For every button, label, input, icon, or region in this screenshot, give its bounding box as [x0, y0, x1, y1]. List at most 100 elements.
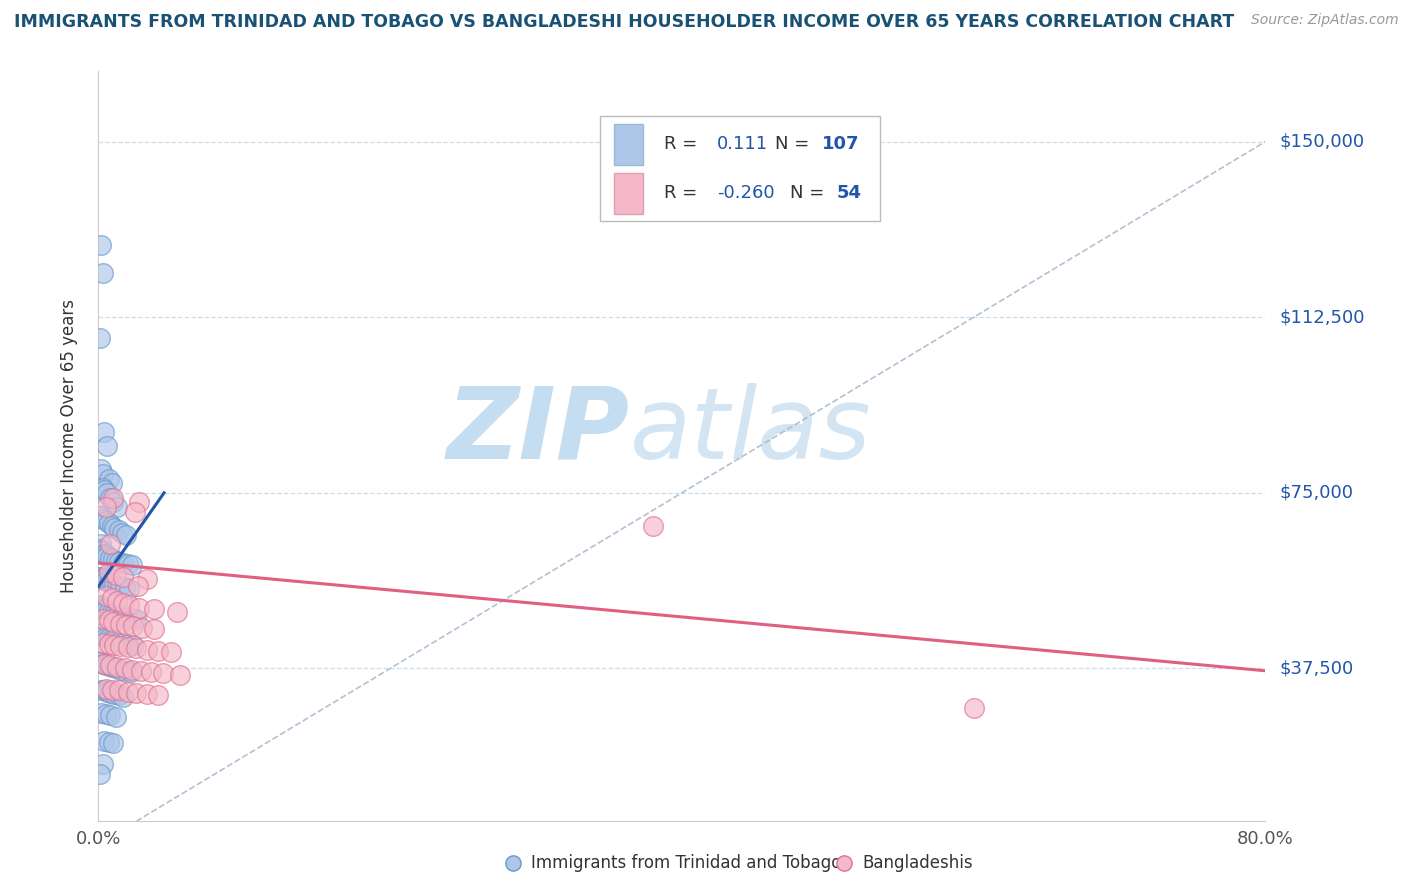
- Point: [93, 483, 115, 498]
- Point: [96, 549, 118, 563]
- Point: [111, 525, 134, 540]
- Point: [125, 686, 148, 700]
- Point: [121, 558, 143, 573]
- Point: [97, 631, 120, 645]
- Point: [103, 633, 125, 648]
- Text: Bangladeshis: Bangladeshis: [862, 855, 973, 872]
- Point: [148, 688, 170, 702]
- Point: [112, 636, 135, 650]
- Point: [114, 661, 136, 675]
- Point: [105, 593, 128, 607]
- Point: [110, 640, 132, 654]
- Point: [89, 541, 111, 557]
- Point: [122, 619, 145, 633]
- Point: [117, 557, 139, 571]
- Point: [90, 237, 112, 252]
- Point: [128, 600, 150, 615]
- Point: [108, 683, 131, 698]
- Text: $150,000: $150,000: [1279, 133, 1364, 151]
- Point: [91, 612, 114, 626]
- Text: 107: 107: [823, 136, 859, 153]
- Point: [152, 666, 174, 681]
- Point: [91, 600, 114, 615]
- Point: [91, 571, 114, 585]
- Point: [100, 605, 122, 619]
- Point: [90, 509, 112, 524]
- Point: [94, 500, 117, 514]
- FancyBboxPatch shape: [600, 116, 880, 221]
- Point: [94, 603, 117, 617]
- Point: [110, 617, 132, 632]
- Point: [100, 518, 122, 533]
- Point: [97, 735, 120, 749]
- Text: $37,500: $37,500: [1279, 659, 1354, 677]
- Point: [89, 509, 111, 524]
- Point: [97, 574, 120, 589]
- Point: [97, 613, 120, 627]
- Point: [110, 663, 132, 677]
- Text: R =: R =: [665, 184, 697, 202]
- Point: [97, 637, 120, 651]
- Point: [131, 621, 153, 635]
- Text: -0.260: -0.260: [717, 184, 775, 202]
- Point: [115, 618, 138, 632]
- Point: [98, 658, 121, 673]
- Point: [114, 581, 136, 595]
- FancyBboxPatch shape: [614, 124, 644, 165]
- Point: [94, 589, 117, 603]
- Point: [89, 767, 111, 781]
- Point: [90, 570, 112, 584]
- Point: [104, 709, 127, 723]
- Point: [93, 573, 115, 587]
- Point: [135, 573, 157, 587]
- Point: [89, 570, 111, 584]
- Point: [94, 706, 117, 721]
- Point: [98, 551, 121, 566]
- Point: [108, 555, 131, 569]
- Point: [90, 462, 112, 476]
- Point: [91, 481, 114, 495]
- Point: [91, 757, 114, 772]
- Point: [93, 657, 115, 671]
- Text: R =: R =: [665, 136, 697, 153]
- Point: [93, 425, 115, 439]
- Point: [122, 638, 145, 652]
- Text: ZIP: ZIP: [446, 383, 630, 480]
- Point: [89, 599, 111, 613]
- Point: [112, 570, 135, 584]
- Point: [108, 688, 131, 702]
- Point: [118, 599, 141, 613]
- Point: [104, 567, 127, 582]
- Point: [97, 659, 120, 673]
- Y-axis label: Householder Income Over 65 years: Householder Income Over 65 years: [59, 299, 77, 593]
- Point: [91, 266, 114, 280]
- Point: [117, 637, 139, 651]
- Point: [90, 682, 112, 697]
- Point: [148, 644, 170, 658]
- Point: [112, 690, 135, 704]
- Point: [129, 664, 152, 678]
- Point: [93, 602, 115, 616]
- Text: atlas: atlas: [630, 383, 872, 480]
- Point: [91, 467, 114, 482]
- Point: [101, 491, 124, 505]
- Point: [108, 634, 131, 648]
- Point: [90, 627, 112, 641]
- Point: [91, 511, 114, 525]
- Point: [97, 516, 120, 531]
- Point: [115, 528, 138, 542]
- Point: [100, 660, 122, 674]
- Point: [114, 664, 136, 678]
- Point: [127, 580, 149, 594]
- Point: [94, 547, 117, 561]
- Point: [101, 736, 124, 750]
- Point: [115, 610, 138, 624]
- Point: [142, 622, 165, 636]
- Point: [641, 518, 664, 533]
- Point: [91, 657, 114, 671]
- Point: [103, 638, 125, 652]
- FancyBboxPatch shape: [614, 172, 644, 214]
- Point: [94, 574, 117, 588]
- Point: [962, 701, 984, 715]
- Point: [100, 682, 122, 697]
